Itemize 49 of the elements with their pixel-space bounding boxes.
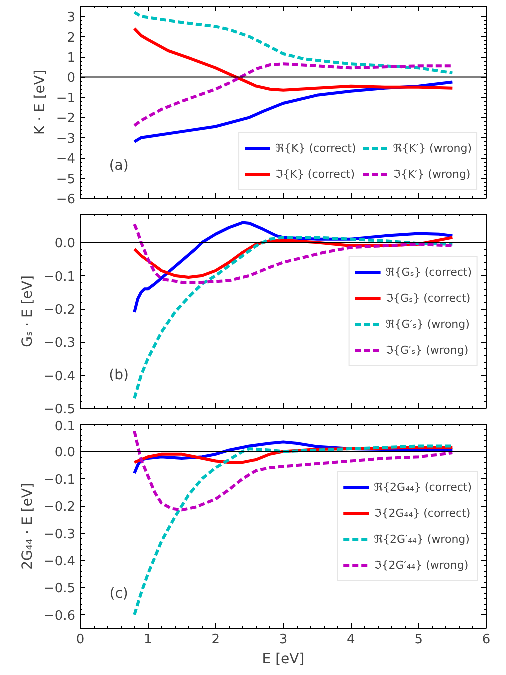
legend-label: ℜ{K} (correct) <box>276 142 356 154</box>
y-axis-title: 2G₄₄ · E [eV] <box>20 483 36 570</box>
x-tick-label: 3 <box>279 632 288 648</box>
y-tick-label: −3 <box>56 132 76 147</box>
x-tick-label: 1 <box>144 632 152 648</box>
x-axis-title: E [eV] <box>262 652 305 668</box>
y-tick-label: −0.2 <box>44 500 76 516</box>
y-tick-label: 0.1 <box>54 420 76 434</box>
x-tick-label: 4 <box>347 632 356 648</box>
legend-label: ℜ{2G′₄₄} (wrong) <box>374 532 470 546</box>
y-tick-label: −1 <box>56 91 76 106</box>
y-tick-label: −0.1 <box>44 472 76 488</box>
y-tick-label: −0.3 <box>44 527 76 542</box>
y-tick-label: −0.4 <box>44 554 76 570</box>
legend-label: ℑ{2G₄₄} (correct) <box>374 506 471 520</box>
legend-label: ℑ{G′ₛ} (wrong) <box>386 344 469 356</box>
y-tick-label: 0 <box>67 71 76 86</box>
y-axis-title: K · E [eV] <box>32 70 48 135</box>
legend-label: ℜ{G′ₛ} (wrong) <box>386 318 470 330</box>
y-tick-label: −0.1 <box>44 270 76 285</box>
y-tick-label: −0.5 <box>44 402 76 418</box>
y-axis-title: Gₛ · E [eV] <box>20 276 36 348</box>
x-tick-label: 2 <box>212 632 220 648</box>
legend-label: ℜ{K′} (wrong) <box>393 142 472 154</box>
y-tick-label: −0.4 <box>44 369 76 384</box>
annotation: (c) <box>110 586 128 602</box>
legend-label: ℑ{Gₛ} (correct) <box>386 292 471 304</box>
y-tick-label: 1 <box>67 51 76 66</box>
y-tick-label: −0.5 <box>44 582 76 597</box>
y-tick-label: −2 <box>56 112 76 127</box>
y-tick-label: −4 <box>56 152 76 168</box>
y-tick-label: −0.2 <box>44 303 76 318</box>
legend-label: ℜ{Gₛ} (correct) <box>386 266 472 278</box>
y-tick-label: 3 <box>67 10 76 26</box>
y-tick-label: 2 <box>67 30 76 46</box>
annotation: (a) <box>109 158 129 174</box>
y-tick-label: 0.0 <box>54 446 76 461</box>
y-tick-label: 0.0 <box>54 236 76 252</box>
legend-label: ℑ{K} (correct) <box>276 168 356 180</box>
legend-label: ℑ{2G′₄₄} (wrong) <box>374 558 469 572</box>
legend-label: ℑ{K′} (wrong) <box>393 168 471 180</box>
y-tick-label: −5 <box>56 172 76 188</box>
y-tick-label: −0.6 <box>44 608 76 624</box>
y-tick-label: −6 <box>56 192 76 208</box>
legend-label: ℜ{2G₄₄} (correct) <box>374 480 472 494</box>
x-tick-label: 6 <box>482 632 491 648</box>
y-tick-label: −0.3 <box>44 336 76 352</box>
annotation: (b) <box>109 368 129 384</box>
x-tick-label: 5 <box>414 632 423 648</box>
